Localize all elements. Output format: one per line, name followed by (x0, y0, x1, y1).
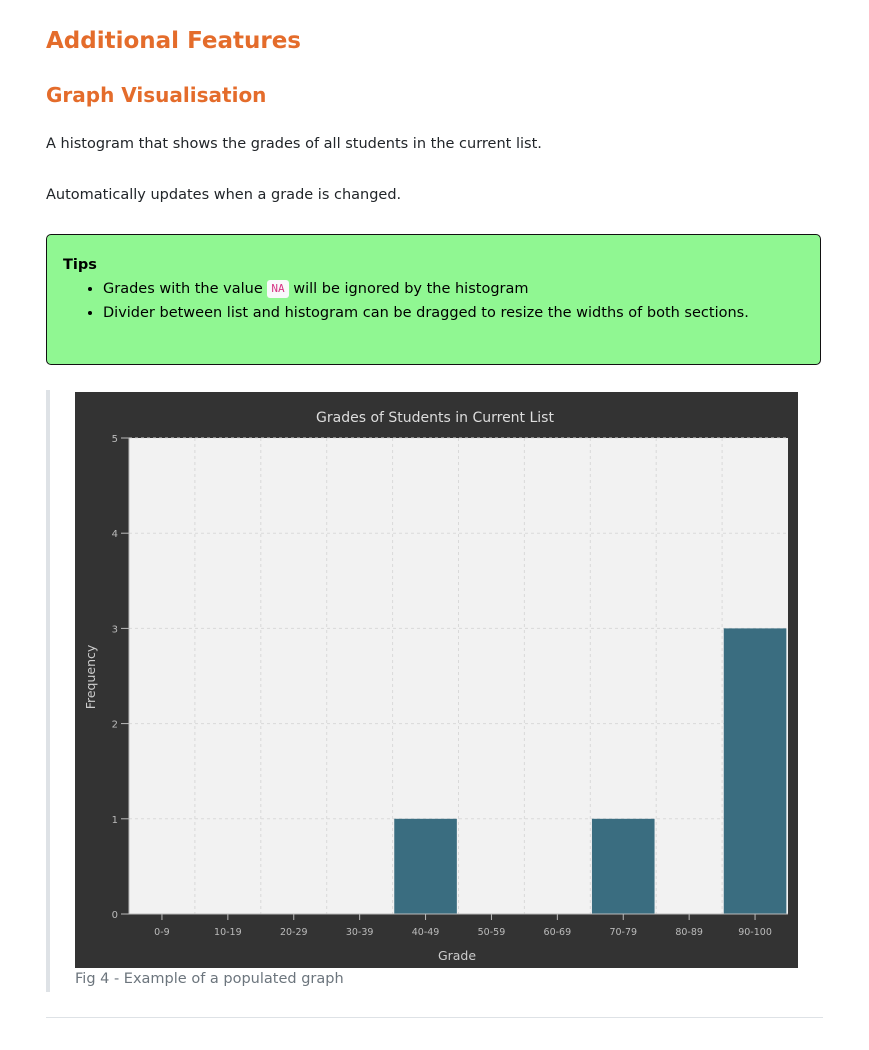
tip-text: will be ignored by the histogram (288, 281, 529, 297)
section-title: Graph Visualisation (46, 83, 267, 107)
x-tick-label: 40-49 (412, 927, 440, 938)
y-tick-label: 1 (112, 815, 118, 826)
y-tick-label: 3 (112, 624, 118, 635)
histogram-chart: Grades of Students in Current List Frequ… (75, 392, 798, 968)
histogram-bar (591, 818, 655, 914)
x-tick-label: 70-79 (609, 927, 637, 938)
y-axis-label: Frequency (83, 644, 98, 709)
chart-title: Grades of Students in Current List (316, 410, 554, 426)
tip-text: Grades with the value (103, 281, 268, 297)
tip-item-na: Grades with the value NA will be ignored… (103, 277, 804, 301)
figure-caption: Fig 4 - Example of a populated graph (75, 971, 344, 987)
y-tick-label: 5 (112, 434, 118, 445)
x-tick-label: 90-100 (738, 927, 772, 938)
figure: Grades of Students in Current List Frequ… (46, 390, 823, 992)
tips-box: Tips Grades with the value NA will be ig… (46, 234, 821, 365)
tip-item-divider: Divider between list and histogram can b… (103, 301, 804, 325)
x-tick-label: 30-39 (346, 927, 374, 938)
x-tick-label: 20-29 (280, 927, 308, 938)
tips-list: Grades with the value NA will be ignored… (63, 277, 804, 325)
histogram-bar (723, 628, 787, 914)
x-tick-label: 60-69 (544, 927, 572, 938)
x-tick-label: 0-9 (154, 927, 170, 938)
update-paragraph: Automatically updates when a grade is ch… (46, 187, 402, 203)
plot-area: 0 1 2 3 4 5 0-9 10-19 20-29 30-39 40-49 50-59 60-69 7… (112, 434, 788, 938)
histogram-bar (394, 818, 457, 914)
x-axis-label: Grade (438, 948, 476, 963)
y-tick-label: 4 (112, 529, 118, 540)
horizontal-rule (46, 1017, 823, 1018)
x-tick-label: 50-59 (478, 927, 506, 938)
figure-border (46, 390, 50, 992)
tips-title: Tips (63, 257, 97, 273)
y-tick-label: 0 (112, 910, 118, 921)
y-tick-label: 2 (112, 720, 118, 731)
na-code: NA (267, 280, 289, 298)
description-paragraph: A histogram that shows the grades of all… (46, 136, 542, 152)
page-title: Additional Features (46, 28, 301, 54)
x-tick-label: 10-19 (214, 927, 242, 938)
histogram-svg: Grades of Students in Current List Frequ… (75, 392, 798, 968)
x-tick-label: 80-89 (675, 927, 703, 938)
